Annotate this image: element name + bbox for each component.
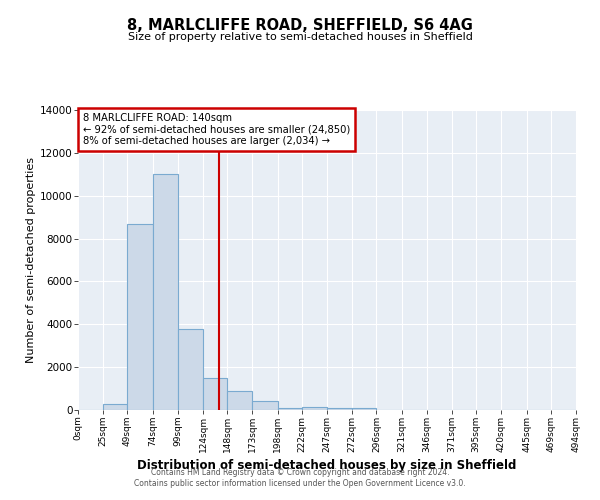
Bar <box>278 408 302 410</box>
Text: 8 MARLCLIFFE ROAD: 140sqm
← 92% of semi-detached houses are smaller (24,850)
8% : 8 MARLCLIFFE ROAD: 140sqm ← 92% of semi-… <box>83 113 350 146</box>
Text: Contains HM Land Registry data © Crown copyright and database right 2024.
Contai: Contains HM Land Registry data © Crown c… <box>134 468 466 487</box>
Bar <box>302 407 327 410</box>
Bar <box>203 378 227 410</box>
Bar <box>178 328 203 410</box>
X-axis label: Distribution of semi-detached houses by size in Sheffield: Distribution of semi-detached houses by … <box>137 459 517 472</box>
Bar <box>327 408 352 410</box>
Bar <box>352 408 376 410</box>
Y-axis label: Number of semi-detached properties: Number of semi-detached properties <box>26 157 35 363</box>
Bar <box>103 404 127 410</box>
Text: Size of property relative to semi-detached houses in Sheffield: Size of property relative to semi-detach… <box>128 32 472 42</box>
Bar <box>253 402 278 410</box>
Bar <box>227 390 253 410</box>
Bar <box>127 224 152 410</box>
Bar <box>152 174 178 410</box>
Text: 8, MARLCLIFFE ROAD, SHEFFIELD, S6 4AG: 8, MARLCLIFFE ROAD, SHEFFIELD, S6 4AG <box>127 18 473 32</box>
